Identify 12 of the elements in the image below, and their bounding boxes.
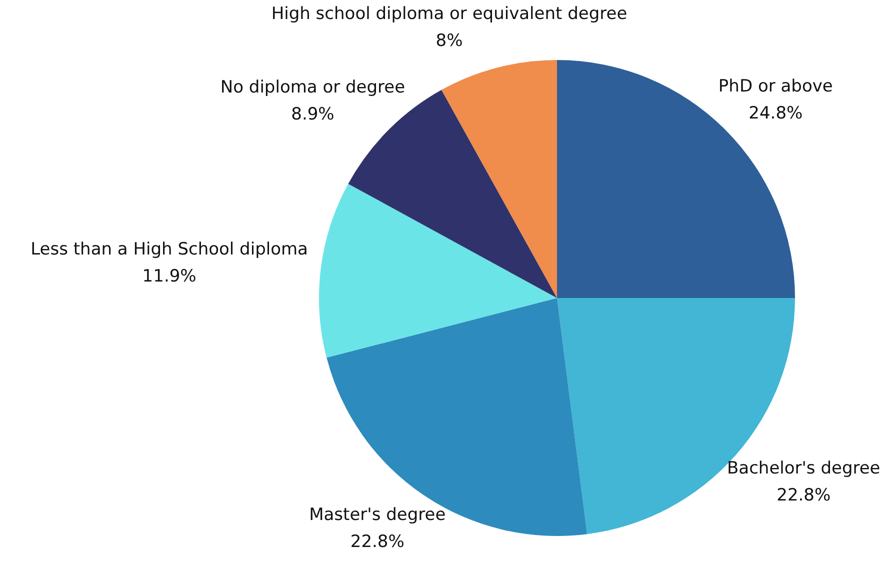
data-label: 8.9% xyxy=(291,104,334,124)
data-label: 11.9% xyxy=(142,266,196,287)
slice-label: Bachelor's degree xyxy=(726,458,880,478)
slice-label: PhD or above xyxy=(718,76,833,97)
data-label: 24.8% xyxy=(748,104,803,124)
slice-label: High school diploma or equivalent degree xyxy=(271,4,628,24)
slice-label: Less than a High School diploma xyxy=(30,240,308,260)
slice-label: No diploma or degree xyxy=(220,77,406,98)
data-label: 22.8% xyxy=(350,532,404,552)
data-label: 8% xyxy=(436,30,463,51)
slice-label: Master's degree xyxy=(309,504,446,525)
data-label: 22.8% xyxy=(776,485,831,506)
